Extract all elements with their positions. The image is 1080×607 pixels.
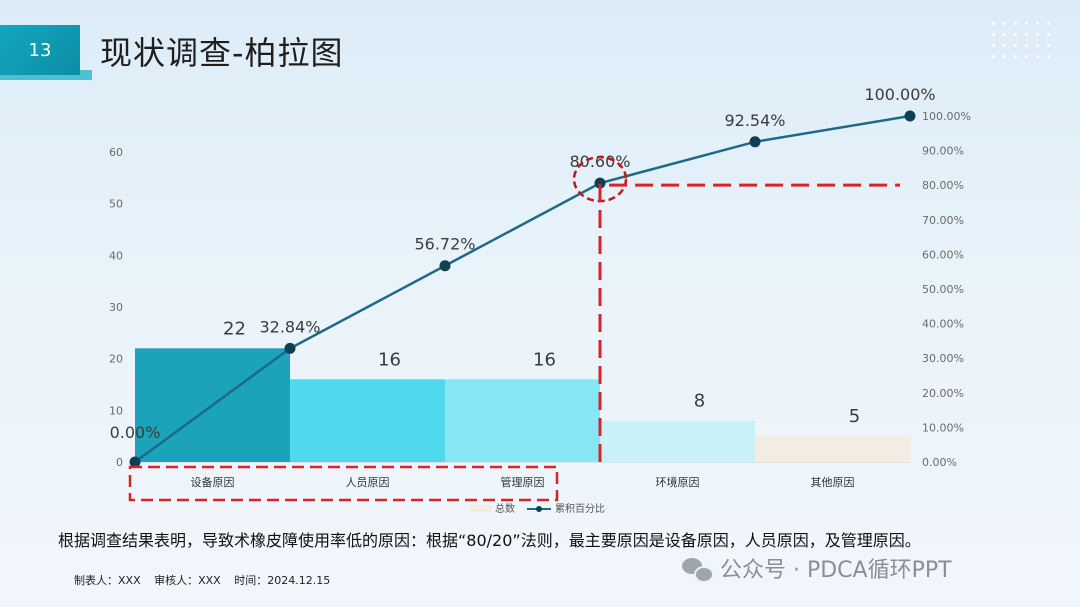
x-tick-label: 环境原因 — [656, 475, 700, 489]
x-tick-label: 管理原因 — [501, 475, 545, 489]
cumulative-label: 92.54% — [724, 111, 785, 130]
cumulative-label: 32.84% — [259, 317, 320, 336]
y-right-tick-label: 70.00% — [922, 214, 964, 227]
wechat-icon — [682, 556, 714, 583]
brand-text: 公众号 · PDCA循环PPT — [720, 558, 952, 583]
cumulative-point — [594, 177, 606, 189]
footer-maker: 制表人：XXX — [74, 574, 141, 587]
footer-reviewer: 审核人：XXX — [154, 574, 221, 587]
y-right-tick-label: 80.00% — [922, 179, 964, 192]
legend-swatch-bar — [470, 505, 492, 512]
x-tick-label: 设备原因 — [191, 475, 235, 489]
legend-label: 总数 — [495, 502, 515, 515]
cumulative-label: 0.00% — [110, 423, 161, 442]
pareto-80-guide — [598, 183, 900, 462]
bar-5 — [755, 436, 910, 462]
footer-time: 时间：2024.12.15 — [234, 574, 331, 587]
y-right-tick-label: 0.00% — [922, 456, 957, 469]
bar-value-label: 16 — [533, 349, 556, 370]
conclusion-text: 根据调查结果表明，导致术橡皮障使用率低的原因：根据“80/20”法则，最主要原因… — [58, 531, 921, 550]
footer: 制表人：XXX 审核人：XXX 时间：2024.12.15 — [74, 572, 340, 588]
y-right-tick-label: 100.00% — [922, 110, 971, 123]
y-left-tick-label: 50 — [109, 198, 123, 211]
bar-4 — [600, 420, 755, 462]
cumulative-line — [134, 114, 911, 464]
page-number: 13 — [28, 39, 52, 61]
y-left-tick-label: 0 — [116, 456, 123, 469]
cumulative-point — [284, 342, 296, 354]
y-left-tick-label: 30 — [109, 301, 123, 314]
legend-label: 累积百分比 — [555, 503, 605, 515]
y-right-tick-label: 20.00% — [922, 387, 964, 400]
bar-3 — [445, 379, 600, 462]
cumulative-point — [439, 260, 451, 272]
y-right-tick-label: 10.00% — [922, 421, 964, 434]
main-causes-highlight — [128, 465, 559, 502]
y-right-tick-label: 60.00% — [922, 248, 964, 261]
decorative-dot-grid — [988, 18, 1058, 62]
bar-value-label: 22 — [223, 318, 246, 339]
cumulative-point — [749, 136, 761, 148]
x-tick-label: 人员原因 — [346, 476, 390, 489]
x-tick-label: 其他原因 — [811, 476, 855, 489]
cumulative-point — [904, 110, 916, 122]
cumulative-label: 80.60% — [569, 152, 630, 171]
cumulative-point — [129, 456, 141, 468]
cumulative-label: 100.00% — [864, 85, 935, 104]
y-right-tick-label: 90.00% — [922, 145, 964, 158]
cumulative-label: 56.72% — [414, 235, 475, 254]
bar-value-label: 16 — [378, 349, 401, 370]
legend-swatch-marker — [536, 506, 542, 512]
y-right-tick-label: 40.00% — [922, 318, 964, 331]
brand-watermark: 公众号 · PDCA循环PPT — [682, 552, 952, 584]
page-badge-accent — [0, 70, 92, 80]
bar-value-label: 5 — [849, 406, 860, 427]
y-left-tick-label: 40 — [109, 249, 123, 262]
y-right-tick-label: 50.00% — [922, 283, 964, 296]
page-number-badge: 13 — [0, 25, 80, 75]
y-right-tick-label: 30.00% — [922, 352, 964, 365]
y-left-tick-label: 60 — [109, 146, 123, 159]
y-left-tick-label: 20 — [109, 353, 123, 366]
page-title: 现状调查-柏拉图 — [100, 34, 344, 72]
y-left-tick-label: 10 — [109, 404, 123, 417]
bar-value-label: 8 — [694, 391, 705, 412]
bar-2 — [290, 379, 445, 462]
